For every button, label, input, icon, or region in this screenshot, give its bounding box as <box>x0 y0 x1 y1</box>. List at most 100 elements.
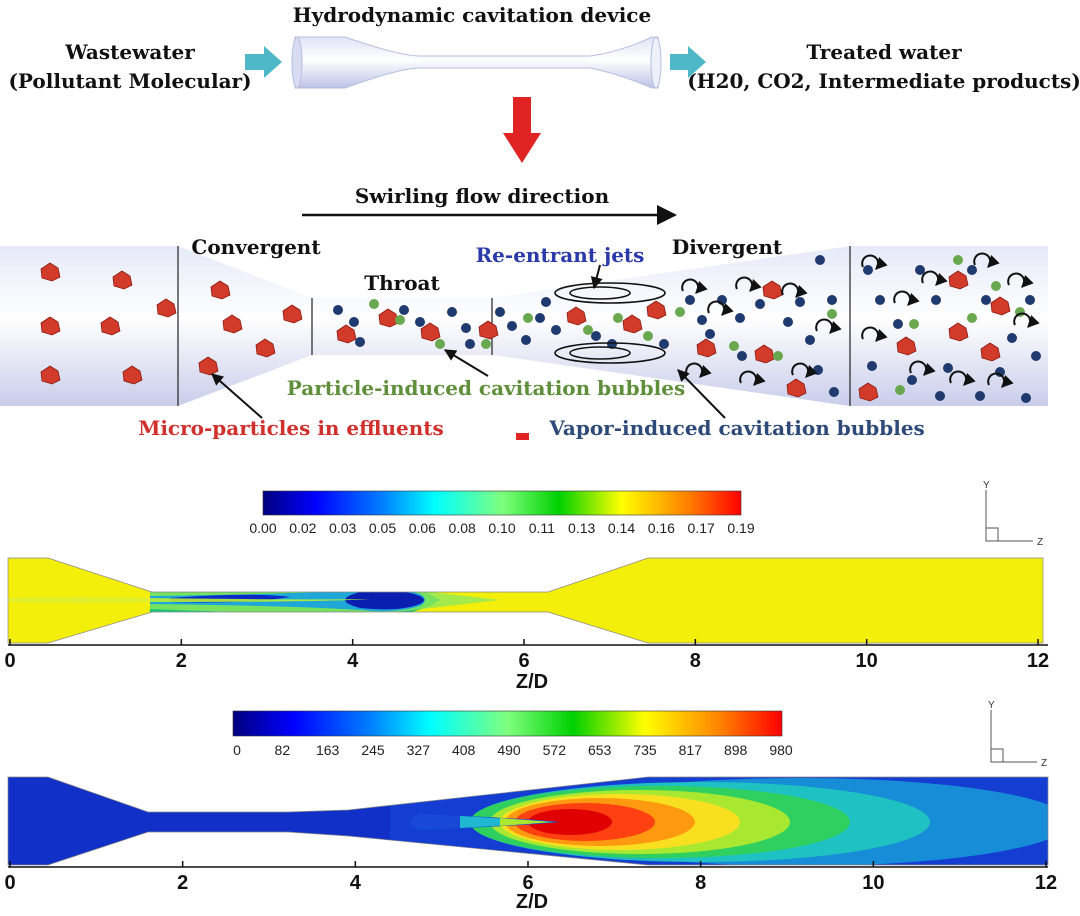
particle-bubble-icon <box>729 341 739 351</box>
swirl-arrow-icon <box>893 290 920 306</box>
vapor-bubble-icon <box>943 363 953 373</box>
vapor-bubble-icon <box>495 307 505 317</box>
particle-bubble-icon <box>481 339 491 349</box>
axis-triad-1 <box>985 490 1033 542</box>
down-arrow <box>503 97 541 163</box>
particle-icon <box>222 314 243 334</box>
x-axis-2-tick-label: 0 <box>4 872 15 894</box>
reentrant-jet-loops <box>554 282 666 364</box>
x-axis-1-tick-label: 0 <box>4 650 15 672</box>
particle-icon <box>754 344 775 364</box>
x-axis-2-tick-label: 8 <box>695 872 706 894</box>
particle-icon <box>198 356 219 376</box>
colorbar-2-tick-label: 0 <box>233 742 241 758</box>
vapor-bubble-icon <box>1007 333 1017 343</box>
vapor-bubble-icon <box>685 295 695 305</box>
contour-plot-2-outline <box>7 776 1049 866</box>
particle-icon <box>990 296 1011 316</box>
vapor-bubble-icon <box>981 295 991 305</box>
vapor-bubble-icon <box>975 391 985 401</box>
particle-icon <box>478 320 499 340</box>
particle-icon <box>646 300 667 320</box>
particle-bubble-icon <box>909 319 919 329</box>
particle-bubble-icon <box>369 299 379 309</box>
colorbar-1-ticks: 0.00 0.02 0.03 0.05 0.06 0.08 0.10 0.11 0.13 0.14… <box>249 520 754 536</box>
input-label-line1: Wastewater <box>64 40 195 64</box>
vapor-bubble-icon <box>399 305 409 315</box>
swirl-arrows <box>681 252 1040 388</box>
colorbar-2-tick-label: 898 <box>724 742 748 758</box>
swirl-arrow-icon <box>815 318 842 334</box>
particle-icon <box>40 365 61 385</box>
small-red-marker <box>516 433 529 440</box>
particle-icon <box>858 382 879 402</box>
particle-icon <box>786 378 807 398</box>
colorbar-1-tick-label: 0.00 <box>249 520 276 536</box>
vapor-bubble-icon <box>737 351 747 361</box>
device-title: Hydrodynamic cavitation device <box>293 3 651 27</box>
particle-icon <box>112 270 133 290</box>
vapor-bubble-icon <box>755 299 765 309</box>
x-axis-1-tick-label: 10 <box>856 650 878 672</box>
vapor-bubble-icon <box>915 265 925 275</box>
swirl-arrow-icon <box>681 278 708 294</box>
x-axis-1-tick-label: 4 <box>347 650 359 672</box>
contour-plot-1 <box>8 558 1043 643</box>
vapor-bubble-icon <box>461 323 471 333</box>
throat-label: Throat <box>364 271 440 295</box>
vapor-bubble-icon <box>867 361 877 371</box>
colorbar-2-tick-label: 980 <box>769 742 793 758</box>
x-axis-2-tick-label: 12 <box>1035 872 1057 894</box>
particle-icon <box>282 304 303 324</box>
vapor-bubble-icon <box>541 297 551 307</box>
particle-icon <box>210 280 231 300</box>
colorbar-1-tick-label: 0.03 <box>329 520 356 536</box>
particle-icon <box>566 306 587 326</box>
swirl-arrow-icon <box>1013 312 1040 328</box>
colorbar-2-ticks: 0 82 163 245 327 408 490 572 653 735 817 898 980 <box>233 742 793 758</box>
vapor-bubble-icon <box>795 297 805 307</box>
particle-icon <box>622 314 643 334</box>
particle-icon <box>420 322 441 342</box>
x-axis-2-tick-label: 10 <box>862 872 884 894</box>
vapor-bubble-icon <box>815 255 825 265</box>
particle-icon <box>980 342 1001 362</box>
x-label-2: Z/D <box>516 891 548 913</box>
swirl-arrow-icon <box>909 360 936 376</box>
vapor-bubble-icon <box>967 265 977 275</box>
vapor-bubble-icon <box>535 313 545 323</box>
vapor-bubble-icon <box>355 337 365 347</box>
vapor-bubble-icon <box>551 325 561 335</box>
vapor-bubble-icon <box>827 295 837 305</box>
contour-plot-1-outline <box>7 557 1044 644</box>
particle-bubble-icon <box>895 385 905 395</box>
particle-bubble-icon <box>675 307 685 317</box>
x-ticks-1: 0 2 4 6 8 10 12 <box>4 639 1049 672</box>
vapor-bubble-icon <box>591 331 601 341</box>
vapor-bubble-icon <box>907 375 917 385</box>
particle-bubble-icon <box>583 325 593 335</box>
x-axis-2-tick-label: 2 <box>177 872 188 894</box>
flow-direction-label: Swirling flow direction <box>355 184 610 208</box>
colorbar-2-tick-label: 82 <box>275 742 291 758</box>
colorbar-2-tick-label: 163 <box>316 742 340 758</box>
x-axis-2-tick-label: 4 <box>350 872 362 894</box>
colorbar-1-tick-label: 0.10 <box>488 520 515 536</box>
vapor-bubble-icon <box>507 321 517 331</box>
x-axis-1-tick-label: 6 <box>518 650 529 672</box>
input-label-line2: (Pollutant Molecular) <box>8 69 251 93</box>
vapor-bubble-icon <box>735 313 745 323</box>
vapor-bubble-icon <box>333 305 343 315</box>
swirl-arrow-icon <box>735 276 762 292</box>
particle-bubble-icon <box>827 309 837 319</box>
particle-bubble-icon <box>395 315 405 325</box>
vapor-bubble-icon <box>415 317 425 327</box>
vapor-bubble-icon <box>349 317 359 327</box>
vapor-bubble-icon <box>931 295 941 305</box>
particle-icon <box>696 338 717 358</box>
x-axis-2-tick-label: 6 <box>522 872 533 894</box>
vapor-bubble-icon <box>465 339 475 349</box>
vapor-bubbles-label: Vapor-induced cavitation bubbles <box>548 416 925 440</box>
output-arrow <box>670 46 706 78</box>
